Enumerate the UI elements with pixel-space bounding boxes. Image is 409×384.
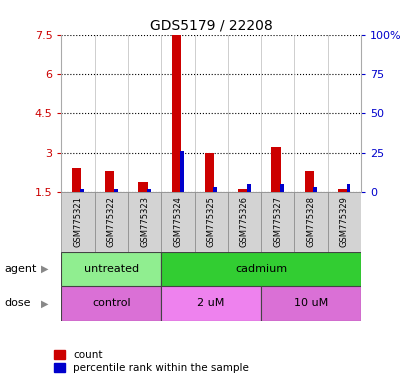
Legend: count, percentile rank within the sample: count, percentile rank within the sample (54, 350, 248, 373)
Bar (161, 252, 360, 286)
Bar (61, 192, 94, 252)
Text: agent: agent (4, 264, 36, 274)
Bar (161, 286, 261, 321)
Bar (246, 184, 250, 192)
Bar (261, 286, 360, 321)
Bar (312, 187, 317, 192)
Text: GSM775329: GSM775329 (339, 196, 348, 247)
Bar (61, 252, 161, 286)
Bar (227, 192, 261, 252)
Text: dose: dose (4, 298, 31, 308)
Bar (113, 189, 117, 192)
Bar (180, 151, 184, 192)
Bar (213, 187, 217, 192)
Text: 2 uM: 2 uM (197, 298, 224, 308)
Bar (194, 192, 227, 252)
Text: cadmium: cadmium (234, 264, 286, 274)
Bar (171, 35, 180, 192)
Bar (304, 171, 313, 192)
Title: GDS5179 / 22208: GDS5179 / 22208 (149, 18, 272, 32)
Text: GSM775321: GSM775321 (74, 196, 83, 247)
Bar (146, 189, 151, 192)
Text: GSM775323: GSM775323 (140, 196, 149, 247)
Text: GSM775326: GSM775326 (239, 196, 248, 247)
Bar (80, 189, 84, 192)
Text: untreated: untreated (83, 264, 139, 274)
Bar (261, 192, 294, 252)
Bar (238, 189, 247, 192)
Text: GSM775327: GSM775327 (272, 196, 281, 247)
Text: GSM775324: GSM775324 (173, 196, 182, 247)
Bar (337, 189, 346, 192)
Bar (128, 192, 161, 252)
Bar (105, 171, 114, 192)
Bar (204, 153, 213, 192)
Text: ▶: ▶ (41, 298, 48, 308)
Bar (271, 147, 280, 192)
Bar (72, 169, 81, 192)
Bar (138, 182, 147, 192)
Bar (294, 192, 327, 252)
Text: GSM775325: GSM775325 (206, 196, 215, 247)
Text: control: control (92, 298, 130, 308)
Bar (161, 192, 194, 252)
Bar (279, 184, 283, 192)
Text: ▶: ▶ (41, 264, 48, 274)
Text: GSM775322: GSM775322 (107, 196, 116, 247)
Bar (327, 192, 360, 252)
Bar (94, 192, 128, 252)
Text: GSM775328: GSM775328 (306, 196, 315, 247)
Bar (346, 184, 350, 192)
Bar (61, 286, 161, 321)
Text: 10 uM: 10 uM (293, 298, 327, 308)
